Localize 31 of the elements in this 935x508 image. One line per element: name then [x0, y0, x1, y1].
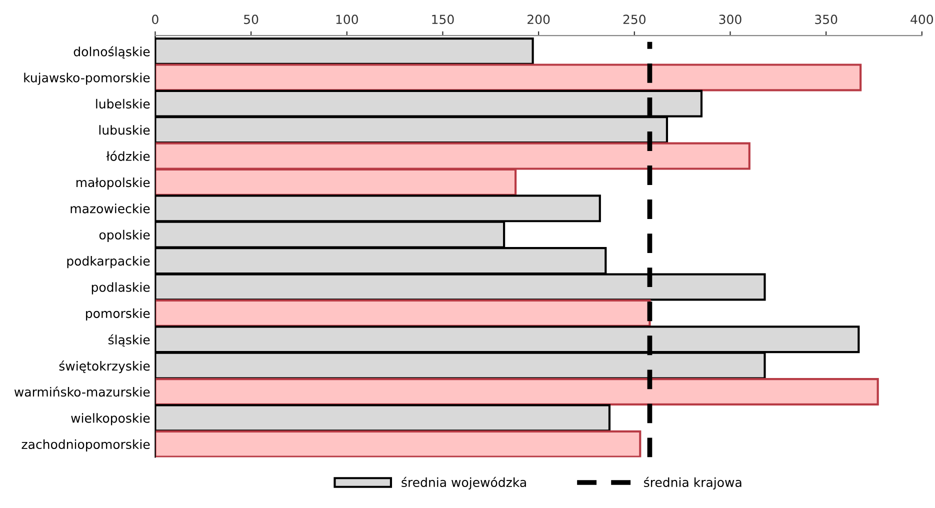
y-tick-label: dolnośląskie — [74, 46, 150, 59]
y-tick-label: wielkoposkie — [71, 413, 150, 426]
x-tick-label: 200 — [528, 14, 550, 24]
legend-label: średnia wojewódzka — [402, 476, 526, 490]
y-tick-label: pomorskie — [86, 308, 150, 321]
x-tick-label: 150 — [432, 14, 454, 24]
legend-label: średnia krajowa — [644, 476, 742, 490]
x-tick-label: 50 — [244, 14, 258, 24]
y-tick-label: mazowieckie — [70, 204, 150, 214]
y-tick-label: śląskie — [108, 334, 150, 347]
x-tick-label: 100 — [336, 14, 358, 24]
bar — [155, 299, 651, 327]
bar — [155, 378, 879, 406]
y-tick-label: warmińsko-mazurskie — [14, 386, 150, 397]
x-tick-label: 0 — [152, 14, 158, 24]
y-tick-label: podkarpackie — [67, 256, 150, 268]
y-tick-label: małopolskie — [76, 177, 150, 190]
x-tick-label: 350 — [815, 14, 838, 24]
y-tick-label: łódzkie — [106, 150, 150, 161]
y-tick-label: lubuskie — [99, 125, 150, 135]
y-tick-label: lubelskie — [96, 98, 150, 109]
y-tick-label: świętokrzyskie — [59, 360, 150, 374]
x-tick-label: 300 — [719, 14, 742, 24]
y-tick-label: opolskie — [99, 230, 150, 242]
bar — [155, 64, 862, 92]
y-tick-label: kujawsko-pomorskie — [24, 72, 150, 85]
bar — [155, 430, 642, 458]
x-tick-label: 400 — [910, 14, 934, 24]
x-tick-label: 250 — [623, 14, 646, 24]
y-tick-label: zachodniopomorskie — [22, 439, 150, 452]
y-tick-label: podlaskie — [92, 282, 150, 294]
